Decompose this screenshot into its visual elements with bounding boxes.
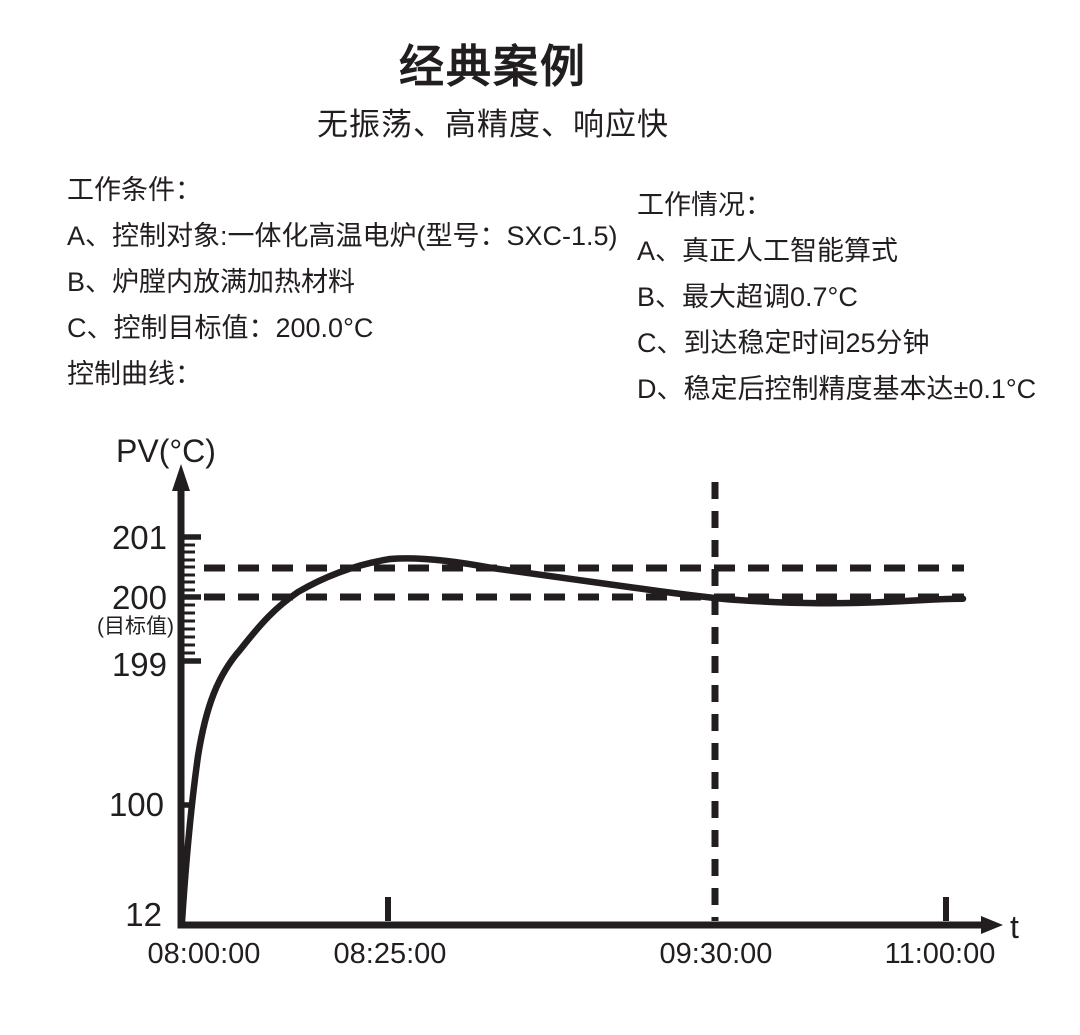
y-tick-label-200: 200	[112, 579, 167, 616]
x-axis-ticks	[385, 897, 949, 921]
page-subtitle: 无振荡、高精度、响应快	[317, 107, 669, 142]
x-axis-title: t	[1010, 909, 1019, 945]
page-title: 经典案例	[398, 41, 587, 92]
y-axis-major-ticks	[182, 534, 201, 808]
y-axis-minor-ticks	[182, 543, 195, 655]
y-axis-title: PV(°C)	[116, 433, 216, 469]
y-tick-label-12: 12	[125, 896, 162, 933]
condition-item-b: B、炉膛内放满加热材料	[67, 267, 356, 297]
working-status-block: 工作情况： A、真正人工智能算式 B、最大超调0.7°C C、到达稳定时间25分…	[637, 182, 1036, 412]
x-tick-label-093000: 09:30:00	[660, 938, 773, 970]
status-item-c: C、到达稳定时间25分钟	[637, 328, 930, 358]
control-curve-chart: PV(°C) t 201 200 (目标值) 199 100 12 08:00:…	[97, 433, 1019, 970]
y-tick-label-100: 100	[109, 786, 164, 823]
x-tick-label-110000: 11:00:00	[885, 938, 996, 970]
condition-item-a: A、控制对象:一体化高温电炉(型号：SXC-1.5)	[67, 221, 618, 251]
working-status-heading: 工作情况：	[637, 190, 772, 220]
y-tick-label-201: 201	[112, 519, 167, 556]
y-axis-arrow-icon	[172, 464, 190, 491]
x-tick-label-082500: 08:25:00	[334, 938, 447, 970]
working-conditions-block: 工作条件： A、控制对象:一体化高温电炉(型号：SXC-1.5) B、炉膛内放满…	[67, 167, 618, 397]
status-item-a: A、真正人工智能算式	[637, 236, 899, 266]
working-conditions-heading: 工作条件：	[67, 175, 202, 205]
status-item-d: D、稳定后控制精度基本达±0.1°C	[637, 374, 1037, 404]
pv-curve	[178, 555, 967, 926]
control-curve-heading: 控制曲线：	[67, 359, 202, 389]
x-tick-label-080000: 08:00:00	[148, 938, 261, 970]
condition-item-c: C、控制目标值：200.0°C	[67, 313, 374, 343]
y-tick-target-note: (目标值)	[97, 615, 174, 638]
status-item-b: B、最大超调0.7°C	[637, 282, 858, 312]
x-axis-arrow-icon	[981, 916, 1003, 934]
y-tick-label-199: 199	[112, 646, 167, 683]
